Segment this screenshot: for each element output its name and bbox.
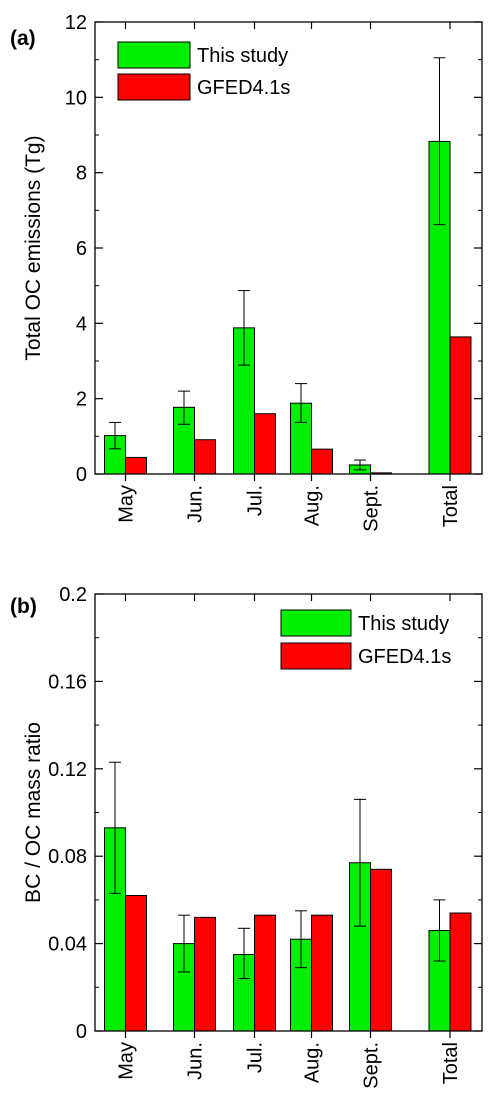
legend-label: GFED4.1s [197, 77, 290, 99]
legend-swatch [280, 609, 352, 637]
panel-label: (b) [10, 595, 37, 618]
x-tick-label: Jul. [245, 485, 267, 516]
bar [254, 413, 276, 475]
y-tick-label: 0.16 [48, 671, 87, 693]
bar [194, 439, 216, 475]
x-tick-label: Total [440, 485, 462, 527]
x-tick-label: Aug. [302, 485, 324, 526]
chart-panel: 0 0.04 0.08 0.12 0.16 0.2 May Jun. Jul. Aug. Sept.… [10, 584, 483, 1089]
bar [125, 456, 147, 475]
y-tick-label: 0.04 [48, 934, 87, 956]
y-tick-label: 0.12 [48, 759, 87, 781]
x-tick-label: Total [440, 1042, 462, 1084]
y-tick-label: 8 [76, 163, 87, 185]
x-tick-label: Jul. [245, 1042, 267, 1073]
bar [311, 448, 333, 475]
panel-label: (a) [10, 27, 36, 50]
bar [125, 895, 147, 1032]
x-tick-label: Jun. [185, 1042, 207, 1080]
bar [194, 916, 216, 1032]
bar [449, 912, 472, 1032]
bar [311, 914, 333, 1032]
y-tick-label: 0 [76, 1021, 87, 1043]
x-tick-label: May [116, 1042, 138, 1080]
y-tick-label: 6 [76, 238, 87, 260]
x-tick-label: Jun. [185, 485, 207, 523]
x-tick-label: May [116, 485, 138, 523]
y-tick-label: 4 [76, 313, 87, 335]
bar [254, 914, 276, 1032]
y-tick-label: 0 [76, 464, 87, 486]
legend-label: GFED4.1s [358, 646, 451, 668]
legend-swatch [117, 73, 191, 101]
y-axis-title: BC / OC mass ratio [22, 722, 45, 903]
legend-swatch [280, 642, 352, 670]
legend-label: This study [197, 45, 288, 67]
y-tick-label: 2 [76, 389, 87, 411]
y-tick-label: 0.08 [48, 846, 87, 868]
y-axis-title: Total OC emissions (Tg) [22, 135, 45, 360]
x-tick-label: Sept. [361, 485, 383, 532]
chart-panel: 0 2 4 6 8 10 12 May Jun. Jul. Aug. Sept. Total Total … [10, 12, 483, 532]
y-tick-label: 0.2 [59, 584, 87, 606]
y-tick-label: 12 [65, 12, 87, 34]
bar [370, 868, 392, 1032]
legend-label: This study [358, 613, 449, 635]
x-tick-label: Aug. [302, 1042, 324, 1083]
y-tick-label: 10 [65, 87, 87, 109]
legend-swatch [117, 41, 191, 69]
bar [449, 336, 472, 475]
x-tick-label: Sept. [361, 1042, 383, 1089]
